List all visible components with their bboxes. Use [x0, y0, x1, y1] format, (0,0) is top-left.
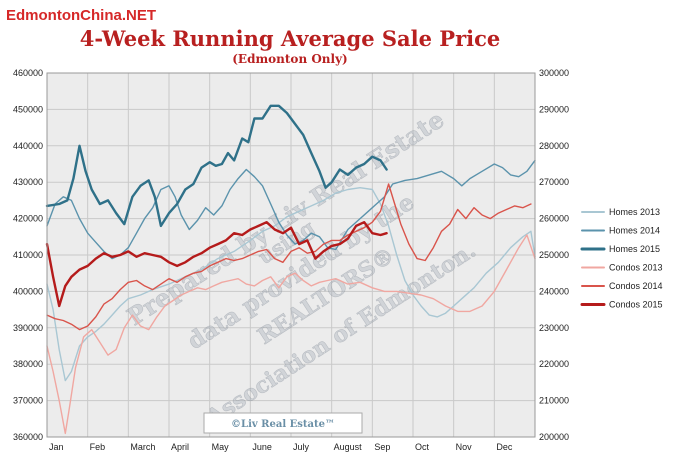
y-right-tick-label: 200000 — [539, 432, 569, 442]
x-tick-label: April — [171, 442, 189, 452]
series-line-homes-2013 — [46, 187, 536, 382]
x-tick-label: May — [212, 442, 230, 452]
y-left-tick-label: 390000 — [13, 323, 43, 333]
x-tick-label: Jan — [49, 442, 64, 452]
legend: Homes 2013 Homes 2014 Homes 2015 Condos 201… — [580, 207, 663, 310]
y-left-tick-label: 420000 — [13, 214, 43, 224]
y-left-tick-label: 400000 — [13, 286, 43, 296]
credit-text: ©Liv Real Estate™ — [231, 419, 335, 430]
y-left-tick-label: 450000 — [13, 104, 43, 114]
plot-frame — [46, 72, 536, 438]
y-right-tick-label: 290000 — [539, 104, 569, 114]
y-right-tick-label: 210000 — [539, 396, 569, 406]
legend-label: Condos 2015 — [609, 300, 663, 310]
y-right-tick-label: 220000 — [539, 359, 569, 369]
credit-box: ©Liv Real Estate™ — [203, 412, 363, 434]
y-left-tick-label: 460000 — [13, 68, 43, 78]
y-left-tick-label: 360000 — [13, 432, 43, 442]
series-line-condos-2014 — [46, 183, 532, 331]
y-right-tick-label: 240000 — [539, 286, 569, 296]
site-label: EdmontonChina.NET — [6, 7, 156, 24]
x-tick-label: June — [252, 442, 272, 452]
x-tick-label: Dec — [496, 442, 513, 452]
x-tick-label: July — [293, 442, 310, 452]
y-right-tick-label: 250000 — [539, 250, 569, 260]
y-left-tick-label: 410000 — [13, 250, 43, 260]
x-tick-label: March — [130, 442, 155, 452]
y-right-tick-label: 280000 — [539, 141, 569, 151]
chart-subtitle: (Edmonton Only) — [232, 52, 347, 66]
legend-label: Homes 2013 — [609, 207, 660, 217]
legend-label: Condos 2014 — [609, 281, 663, 291]
legend-label: Condos 2013 — [609, 263, 663, 273]
legend-label: Homes 2015 — [609, 244, 660, 254]
y-left-tick-label: 440000 — [13, 141, 43, 151]
y-right-tick-label: 300000 — [539, 68, 569, 78]
x-tick-label: Nov — [456, 442, 473, 452]
x-tick-label: August — [334, 442, 363, 452]
series-layer — [45, 104, 536, 435]
y-right-tick-label: 230000 — [539, 323, 569, 333]
y-axis-right: 200000 210000 220000 230000 240000 250000 2600… — [539, 68, 569, 442]
chart-title: 4-Week Running Average Sale Price — [80, 26, 501, 51]
x-tick-label: Feb — [90, 442, 106, 452]
x-tick-label: Oct — [415, 442, 430, 452]
y-left-tick-label: 370000 — [13, 396, 43, 406]
x-axis: Jan Feb March April May June July August Sep Oct N… — [49, 442, 513, 452]
x-tick-label: Sep — [374, 442, 390, 452]
y-right-tick-label: 260000 — [539, 214, 569, 224]
y-left-tick-label: 430000 — [13, 177, 43, 187]
series-line-condos-2013 — [46, 234, 536, 435]
y-right-tick-label: 270000 — [539, 177, 569, 187]
legend-label: Homes 2014 — [609, 226, 660, 236]
credit-box-frame — [203, 412, 363, 434]
series-line-homes-2015 — [45, 104, 388, 228]
y-left-tick-label: 380000 — [13, 359, 43, 369]
y-axis-left: 360000 370000 380000 390000 400000 410000 4200… — [13, 68, 43, 442]
series-line-condos-2015 — [45, 221, 388, 308]
